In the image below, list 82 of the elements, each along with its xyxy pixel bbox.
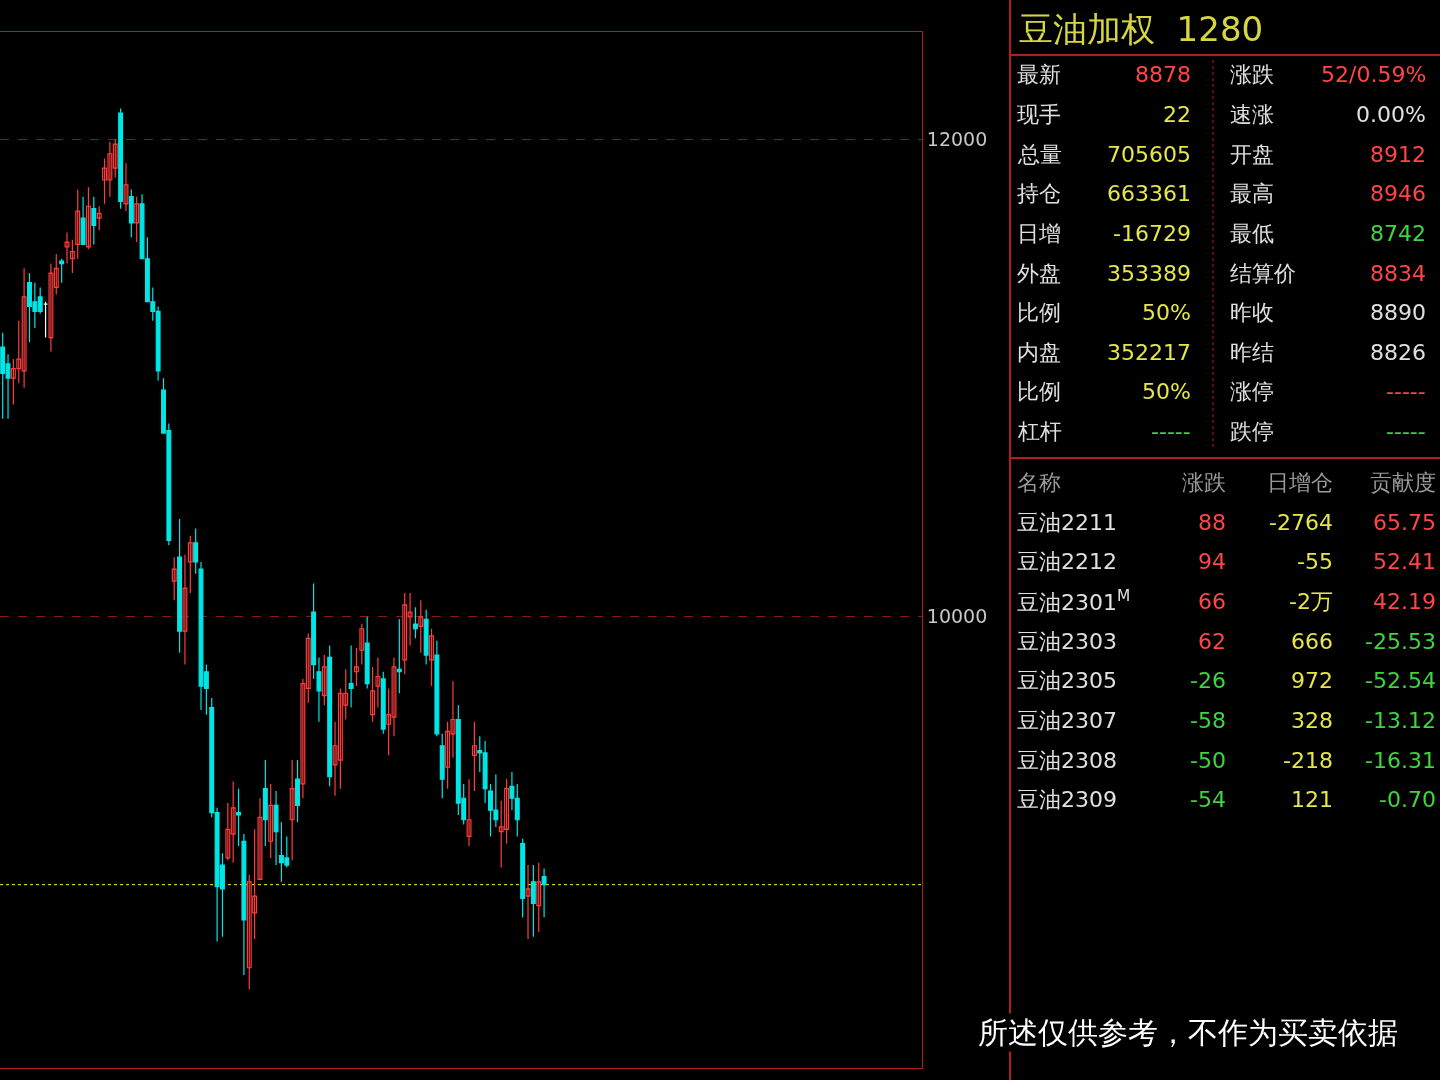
text: 豆油2305 (1017, 668, 1117, 693)
text: 持仓 (1017, 181, 1061, 206)
text: 52/0.59% (1321, 62, 1427, 87)
text: ----- (1386, 419, 1426, 444)
text: 昨结 (1230, 340, 1274, 365)
category-label: 贡献度 (1370, 470, 1436, 495)
text: -52.54 (1365, 668, 1436, 693)
text: -0.70 (1379, 787, 1436, 812)
text: 0.00% (1356, 102, 1426, 127)
text: 涨跌 (1230, 62, 1274, 87)
text: 最高 (1230, 181, 1274, 206)
text: 豆油2303 (1017, 629, 1117, 654)
text: -50 (1190, 748, 1226, 773)
category-label: 涨跌 (1182, 470, 1226, 495)
text: 开盘 (1230, 142, 1274, 167)
text: 昨收 (1230, 300, 1274, 325)
text: 最新 (1017, 62, 1061, 87)
text: 972 (1291, 668, 1333, 693)
text: 豆油2212 (1017, 549, 1117, 574)
text: -13.12 (1365, 708, 1436, 733)
text: 涨停 (1230, 379, 1274, 404)
text: 日增 (1017, 221, 1061, 246)
text: 66 (1198, 589, 1226, 614)
text: 52.41 (1373, 549, 1436, 574)
text: -58 (1190, 708, 1226, 733)
text: 65.75 (1373, 510, 1436, 535)
text: 8890 (1370, 300, 1426, 325)
text: 最低 (1230, 221, 1274, 246)
text: 豆油2211 (1017, 510, 1117, 535)
category-label: 日增仓 (1267, 470, 1333, 495)
text: -25.53 (1365, 629, 1436, 654)
text: -54 (1190, 787, 1226, 812)
text: 跌停 (1230, 419, 1274, 444)
text: 比例 (1017, 379, 1061, 404)
text: 353389 (1107, 261, 1191, 286)
text: 42.19 (1373, 589, 1436, 614)
text: 8742 (1370, 221, 1426, 246)
text: 外盘 (1017, 261, 1061, 286)
category-label: 名称 (1017, 470, 1061, 495)
text: 总量 (1018, 142, 1062, 167)
text: 8946 (1370, 181, 1426, 206)
text: -2万 (1289, 589, 1333, 614)
text: 杠杆 (1018, 419, 1062, 444)
text: 62 (1198, 629, 1226, 654)
text: 705605 (1107, 142, 1191, 167)
text: 内盘 (1017, 340, 1061, 365)
text: 速涨 (1230, 102, 1274, 127)
text: 666 (1291, 629, 1333, 654)
text: ----- (1151, 419, 1191, 444)
y-tick-label: 12000 (926, 128, 988, 151)
text: ----- (1386, 379, 1426, 404)
text: 豆油2308 (1017, 748, 1117, 773)
text: 94 (1198, 549, 1226, 574)
text: 比例 (1017, 300, 1061, 325)
y-tick-label: 10000 (926, 605, 988, 628)
text: -16729 (1113, 221, 1191, 246)
text: 豆油加权 1280 (1019, 9, 1264, 49)
text: -55 (1297, 549, 1333, 574)
text: 328 (1291, 708, 1333, 733)
text: 8834 (1370, 261, 1426, 286)
text: 8826 (1370, 340, 1426, 365)
text: 50% (1142, 300, 1191, 325)
text: 现手 (1017, 102, 1061, 127)
candlestick (525, 864, 531, 940)
text: 50% (1142, 379, 1191, 404)
text: -26 (1190, 668, 1226, 693)
text: -2764 (1269, 510, 1333, 535)
text: 所述仅供参考，不作为买卖依据 (978, 1015, 1398, 1050)
text: 8912 (1370, 142, 1426, 167)
text: 352217 (1107, 340, 1191, 365)
text: -16.31 (1365, 748, 1436, 773)
text: 88 (1198, 510, 1226, 535)
text: 豆油2307 (1017, 708, 1117, 733)
text: 8878 (1135, 62, 1191, 87)
text: 豆油2309 (1017, 787, 1117, 812)
text: 结算价 (1230, 261, 1296, 286)
candlestick (236, 788, 242, 847)
text: 121 (1291, 787, 1333, 812)
text: 663361 (1107, 181, 1191, 206)
text: -218 (1283, 748, 1333, 773)
text: 22 (1163, 102, 1191, 127)
text: 豆油2301$^{M}$ (1017, 587, 1131, 616)
